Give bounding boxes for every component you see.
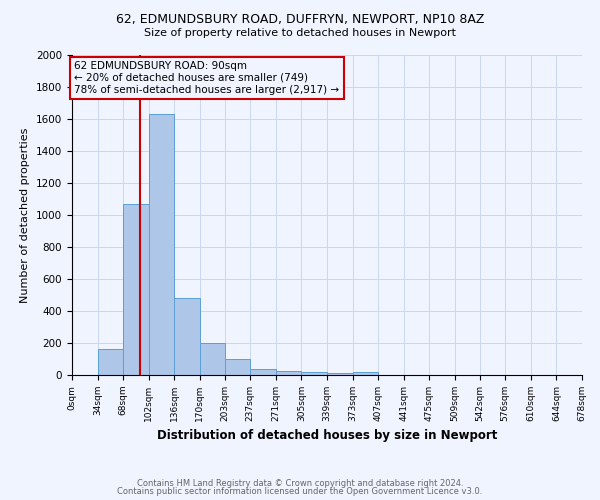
Bar bbox=[175, 298, 200, 375]
Y-axis label: Number of detached properties: Number of detached properties bbox=[20, 128, 31, 302]
Text: Contains public sector information licensed under the Open Government Licence v3: Contains public sector information licen… bbox=[118, 487, 482, 496]
Bar bbox=[301, 372, 327, 375]
Text: 62, EDMUNDSBURY ROAD, DUFFRYN, NEWPORT, NP10 8AZ: 62, EDMUNDSBURY ROAD, DUFFRYN, NEWPORT, … bbox=[116, 12, 484, 26]
Bar bbox=[224, 359, 250, 375]
Bar bbox=[250, 368, 276, 375]
Bar bbox=[98, 350, 123, 375]
Text: Size of property relative to detached houses in Newport: Size of property relative to detached ho… bbox=[144, 28, 456, 38]
Text: 62 EDMUNDSBURY ROAD: 90sqm
← 20% of detached houses are smaller (749)
78% of sem: 62 EDMUNDSBURY ROAD: 90sqm ← 20% of deta… bbox=[74, 62, 340, 94]
Bar bbox=[200, 343, 224, 375]
Bar bbox=[353, 372, 378, 375]
Bar bbox=[123, 204, 149, 375]
Bar bbox=[149, 114, 175, 375]
Bar bbox=[276, 371, 301, 375]
X-axis label: Distribution of detached houses by size in Newport: Distribution of detached houses by size … bbox=[157, 430, 497, 442]
Bar bbox=[327, 374, 353, 375]
Text: Contains HM Land Registry data © Crown copyright and database right 2024.: Contains HM Land Registry data © Crown c… bbox=[137, 478, 463, 488]
